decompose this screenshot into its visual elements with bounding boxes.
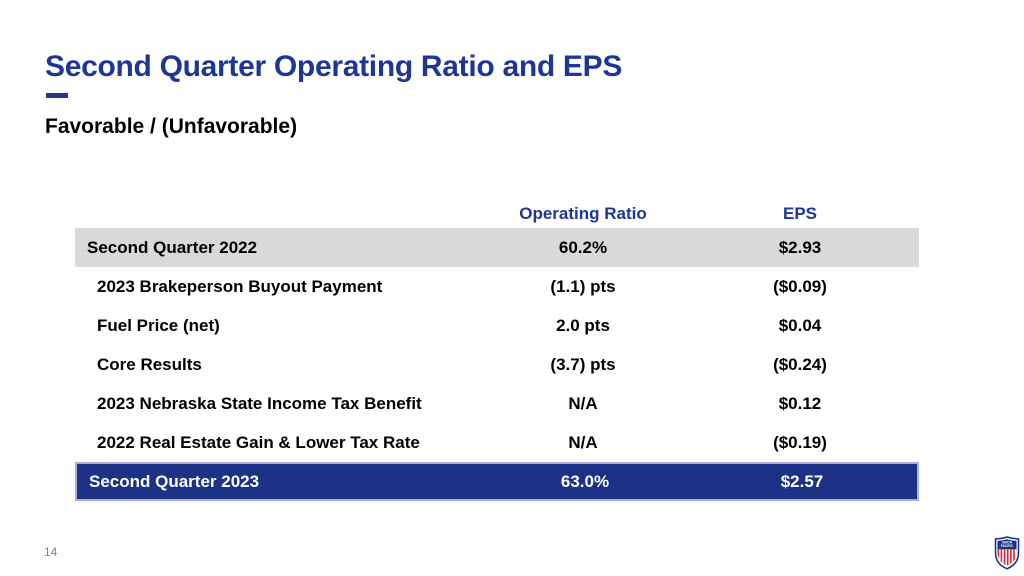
row-eps: $2.57	[780, 471, 824, 491]
row-eps: ($0.19)	[773, 432, 827, 452]
row-eps: $0.12	[778, 393, 822, 413]
shield-top-band	[997, 539, 1017, 550]
table-header-row: Operating Ratio EPS	[75, 199, 919, 228]
row-label: Core Results	[97, 354, 202, 374]
title-underline-dash	[46, 93, 68, 98]
page-number: 14	[44, 545, 58, 559]
logo-text-pacific: PACIFIC	[1001, 544, 1014, 548]
row-label: Second Quarter 2023	[89, 471, 260, 491]
table-row: 2023 Brakeperson Buyout Payment (1.1) pts…	[75, 267, 919, 306]
table-row: 2022 Real Estate Gain & Lower Tax Rate N/…	[75, 423, 919, 462]
row-operating-ratio: 60.2%	[558, 237, 608, 257]
row-eps: ($0.24)	[773, 354, 827, 374]
table-row: Second Quarter 2023 63.0% $2.57	[75, 462, 919, 501]
table-row: Core Results (3.7) pts ($0.24)	[75, 345, 919, 384]
row-eps: ($0.09)	[773, 276, 827, 296]
logo-text-union: UNION	[1002, 540, 1013, 544]
row-operating-ratio: 63.0%	[560, 471, 610, 491]
row-operating-ratio: N/A	[568, 432, 598, 452]
row-operating-ratio: (1.1) pts	[550, 276, 616, 296]
row-operating-ratio: (3.7) pts	[550, 354, 616, 374]
table-row: 2023 Nebraska State Income Tax Benefit N/…	[75, 384, 919, 423]
header-operating-ratio: Operating Ratio	[519, 203, 647, 223]
row-label: Second Quarter 2022	[87, 237, 258, 257]
results-table-body: Second Quarter 2022 60.2% $2.93 2023 Brakep…	[75, 228, 919, 501]
row-label: 2022 Real Estate Gain & Lower Tax Rate	[97, 432, 420, 452]
row-operating-ratio: N/A	[568, 393, 598, 413]
row-operating-ratio: 2.0 pts	[556, 315, 610, 335]
row-eps: $0.04	[778, 315, 822, 335]
row-label: 2023 Nebraska State Income Tax Benefit	[97, 393, 422, 413]
table-row: Second Quarter 2022 60.2% $2.93	[75, 228, 919, 267]
row-eps: $2.93	[778, 237, 822, 257]
results-table: Operating Ratio EPS Second Quarter 2022 6…	[75, 199, 919, 501]
row-label: 2023 Brakeperson Buyout Payment	[97, 276, 383, 296]
table-row: Fuel Price (net) 2.0 pts $0.04	[75, 306, 919, 345]
header-eps: EPS	[782, 203, 818, 223]
row-label: Fuel Price (net)	[97, 315, 220, 335]
slide-title: Second Quarter Operating Ratio and EPS	[45, 50, 623, 83]
slide-subtitle: Favorable / (Unfavorable)	[45, 115, 298, 138]
union-pacific-shield-logo: UNION PACIFIC	[994, 536, 1020, 570]
